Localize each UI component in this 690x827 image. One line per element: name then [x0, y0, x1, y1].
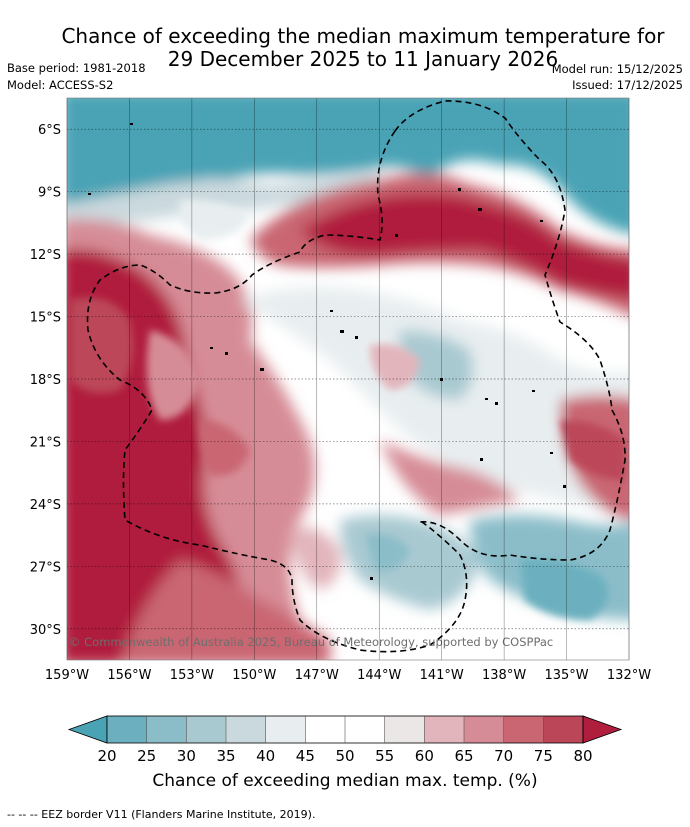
map-figure: © Commonwealth of Australia 2025, Bureau…	[30, 97, 651, 765]
model-text: Model: ACCESS-S2	[7, 78, 114, 92]
longitude-tick-labels: 159°W 156°W 153°W 150°W 147°W 144°W 141°W 138°W…	[45, 668, 651, 683]
colorbar-bin	[503, 716, 544, 743]
colorbar-bin	[146, 716, 187, 743]
probability-field: © Commonwealth of Australia 2025, Bureau…	[67, 98, 629, 660]
latitude-tick-label: 21°S	[30, 435, 61, 450]
colorbar-bin	[226, 716, 266, 743]
colorbar-tick-label: 70	[494, 747, 513, 765]
colorbar-tick-label: 75	[534, 747, 553, 765]
map-title-line-1: Chance of exceeding the median maximum t…	[61, 24, 665, 48]
latitude-tick-label: 12°S	[30, 248, 61, 263]
eez-legend-text: -- -- -- EEZ border V11 (Flanders Marine…	[7, 808, 316, 821]
fine-shading	[70, 199, 625, 620]
colorbar-tick-label: 60	[415, 747, 434, 765]
colorbar-tick-label: 25	[137, 747, 156, 765]
base-period-text: Base period: 1981-2018	[7, 61, 146, 75]
colorbar-bin	[424, 716, 465, 743]
map-frame	[66, 97, 630, 661]
colorbar-bin	[186, 716, 227, 743]
colorbar-bin	[265, 716, 306, 743]
latitude-tick-label: 24°S	[30, 498, 61, 513]
longitude-tick-label: 150°W	[232, 668, 276, 683]
latitude-tick-labels: 6°S 9°S 12°S 15°S 18°S 21°S 24°S 27°S 30°S	[30, 123, 61, 638]
latitude-tick-label: 6°S	[38, 123, 61, 138]
longitude-tick-label: 153°W	[170, 668, 214, 683]
longitude-tick-label: 141°W	[420, 668, 464, 683]
colorbar-tick-label: 80	[573, 747, 592, 765]
colorbar-tick-label: 40	[256, 747, 275, 765]
colorbar-tick-label: 30	[177, 747, 196, 765]
colorbar-tick-label: 35	[216, 747, 235, 765]
longitude-tick-label: 144°W	[357, 668, 401, 683]
colorbar: 20 25 30 35 40 45 50 55 60 65 70 75 80	[67, 715, 623, 765]
longitude-tick-label: 132°W	[607, 668, 651, 683]
latitude-tick-label: 15°S	[30, 311, 61, 326]
longitude-tick-label: 156°W	[107, 668, 151, 683]
eez-borders	[86, 100, 626, 653]
colorbar-tick-label: 55	[375, 747, 394, 765]
colorbar-tick-label: 20	[97, 747, 116, 765]
island-markers	[88, 123, 566, 580]
longitude-tick-label: 135°W	[544, 668, 588, 683]
colorbar-bin	[543, 716, 584, 743]
colorbar-bin	[107, 716, 147, 743]
colorbar-bin	[384, 716, 425, 743]
graticule	[66, 98, 630, 660]
colorbar-high-extension	[582, 715, 623, 744]
longitude-tick-label: 147°W	[295, 668, 339, 683]
latitude-tick-label: 30°S	[30, 623, 61, 638]
colorbar-label: Chance of exceeding median max. temp. (%…	[152, 771, 538, 791]
longitude-tick-label: 138°W	[482, 668, 526, 683]
model-run-text: Model run: 15/12/2025	[551, 62, 683, 76]
latitude-tick-label: 18°S	[30, 373, 61, 388]
copyright-text: © Commonwealth of Australia 2025, Bureau…	[69, 635, 553, 649]
colorbar-tick-label: 50	[335, 747, 354, 765]
colorbar-low-extension	[67, 715, 108, 744]
map-title-line-2: 29 December 2025 to 11 January 2026	[167, 47, 559, 71]
colorbar-tick-label: 65	[454, 747, 473, 765]
colorbar-bin	[305, 716, 346, 743]
colorbar-bin	[464, 716, 504, 743]
colorbar-bin	[345, 716, 385, 743]
issued-text: Issued: 17/12/2025	[572, 78, 683, 92]
latitude-tick-label: 9°S	[38, 186, 61, 201]
longitude-tick-label: 159°W	[45, 668, 89, 683]
latitude-tick-label: 27°S	[30, 560, 61, 575]
colorbar-tick-label: 45	[296, 747, 315, 765]
